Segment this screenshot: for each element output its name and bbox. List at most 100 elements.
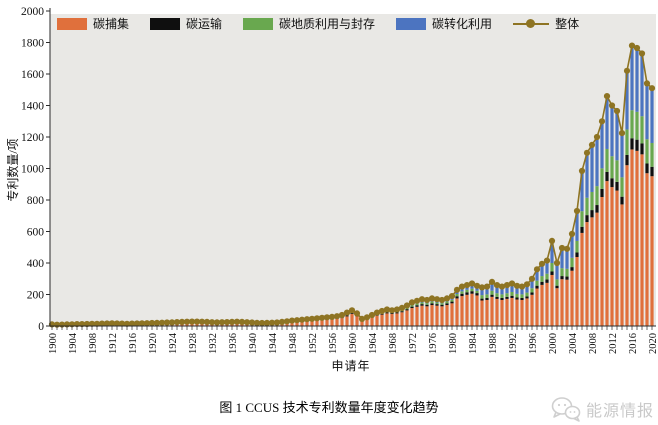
bar-segment xyxy=(520,286,524,295)
bar-segment xyxy=(560,248,564,269)
bar-segment xyxy=(475,290,479,294)
line-marker xyxy=(423,296,431,304)
x-tick-label: 1908 xyxy=(88,333,99,354)
bar-segment xyxy=(435,302,439,305)
bar-segment xyxy=(650,166,654,177)
bar-segment xyxy=(425,303,429,305)
bar-segment xyxy=(580,232,584,326)
line-marker xyxy=(388,307,396,314)
bar-segment xyxy=(615,160,619,182)
bar-segment xyxy=(550,240,554,263)
legend-label-conversion: 碳转化利用 xyxy=(432,17,493,31)
chart-legend: 碳捕集 碳运输 碳地质利用与封存 碳转化利用 整体 xyxy=(57,15,652,32)
bar-segment xyxy=(425,306,429,326)
y-tick-label: 1800 xyxy=(21,37,44,49)
bar-segment xyxy=(350,313,354,315)
line-marker xyxy=(298,316,306,323)
bar-segment xyxy=(650,88,654,143)
line-marker xyxy=(118,320,126,327)
bar-segment xyxy=(645,139,649,164)
line-marker xyxy=(558,244,566,252)
bar-segment xyxy=(460,293,464,297)
bar-segment xyxy=(530,294,534,326)
overall-line-group xyxy=(48,42,656,328)
x-tick-label: 1992 xyxy=(508,333,519,354)
bar-segment xyxy=(580,170,584,212)
bar-segment xyxy=(320,320,324,326)
line-marker xyxy=(518,283,526,290)
bar-segment xyxy=(590,191,594,211)
bar-segment xyxy=(620,133,624,178)
bar-segment xyxy=(525,284,529,293)
bar-segment xyxy=(560,268,564,277)
bar-segment xyxy=(635,48,639,112)
y-tick-label: 1600 xyxy=(21,69,44,81)
line-marker xyxy=(618,130,626,137)
legend-swatch-transport xyxy=(150,17,181,30)
line-marker xyxy=(353,310,361,317)
bar-segment xyxy=(415,303,419,306)
bar-segment xyxy=(545,282,549,326)
line-marker xyxy=(253,319,261,326)
bar-segment xyxy=(565,276,569,280)
bar-segment xyxy=(480,300,484,326)
bar-segment xyxy=(420,305,424,326)
bar-segment xyxy=(360,320,364,326)
line-marker xyxy=(338,311,346,319)
bar-segment xyxy=(625,165,629,326)
bar-segment xyxy=(440,306,444,326)
bar-segment xyxy=(595,205,599,213)
line-marker xyxy=(593,133,601,141)
x-tick-label: 1976 xyxy=(428,333,439,354)
line-marker xyxy=(438,296,446,304)
bar-segment xyxy=(635,111,639,140)
line-marker xyxy=(93,320,101,327)
bar-segment xyxy=(600,168,604,189)
bar-segment xyxy=(530,288,534,293)
bar-segment xyxy=(490,290,494,295)
bar-segment xyxy=(430,301,434,304)
line-marker xyxy=(148,319,156,327)
x-tick-label: 1900 xyxy=(48,333,59,354)
bar-segment xyxy=(525,298,529,326)
line-marker xyxy=(433,296,441,303)
line-marker xyxy=(428,295,436,302)
bar-segment xyxy=(515,299,519,326)
line-marker xyxy=(218,319,226,326)
line-marker xyxy=(638,50,646,57)
line-marker xyxy=(198,318,206,325)
bar-segment xyxy=(435,304,439,306)
line-marker xyxy=(343,309,351,316)
bar-segment xyxy=(450,303,454,326)
bar-segment xyxy=(370,317,374,326)
bar-segment xyxy=(545,279,549,283)
bar-segment xyxy=(515,285,519,294)
line-marker xyxy=(568,230,576,237)
bar-segment xyxy=(510,297,514,326)
line-marker xyxy=(508,280,516,287)
line-marker xyxy=(313,315,321,322)
bar-segment xyxy=(490,281,494,291)
line-marker xyxy=(258,319,266,327)
bar-segment xyxy=(530,292,534,295)
bar-segment xyxy=(520,294,524,298)
plot-area-background xyxy=(50,14,656,326)
bar-segment xyxy=(440,304,444,307)
x-tick-label: 1920 xyxy=(148,333,159,354)
bar-segment xyxy=(550,263,554,272)
x-tick-label: 2016 xyxy=(628,333,639,354)
bar-segment xyxy=(535,269,539,281)
bar-segment xyxy=(425,304,429,307)
line-marker xyxy=(633,44,641,52)
bar-segment xyxy=(630,45,634,111)
bar-segment xyxy=(420,304,424,306)
line-marker xyxy=(88,320,96,327)
bar-segment xyxy=(495,296,499,299)
line-marker xyxy=(223,319,231,326)
line-marker xyxy=(128,320,136,327)
line-marker xyxy=(563,245,571,252)
bar-segment xyxy=(445,301,449,304)
x-tick-label: 1944 xyxy=(268,332,279,354)
bar-segment xyxy=(580,211,584,227)
